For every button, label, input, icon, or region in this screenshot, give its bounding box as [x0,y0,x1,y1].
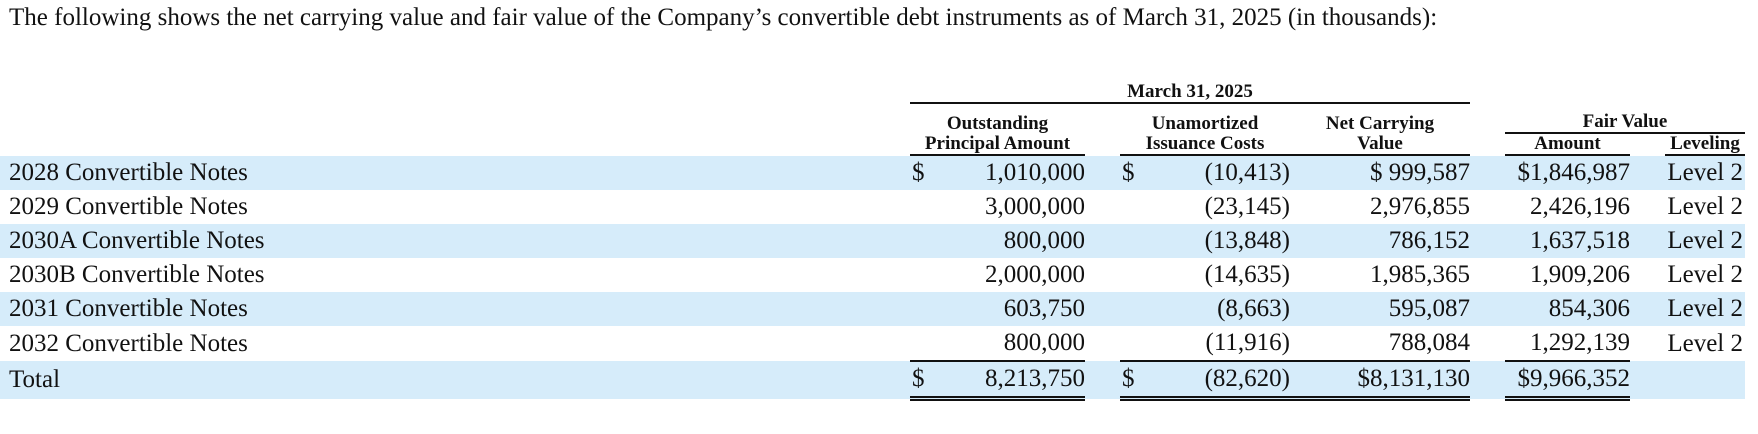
convertible-debt-table: March 31, 2025 Outstanding Principal Amo… [0,82,1745,401]
issuance-dollar-sign [1120,258,1150,292]
fair-value-amount: 1,909,206 [1530,261,1630,288]
header-principal-line1: Outstanding [946,113,1049,134]
fair-value-level: Level 2 [1667,329,1743,357]
fair-value-level: Level 2 [1667,193,1743,220]
table-row: 2031 Convertible Notes 603,750 (8,663) 5… [0,292,1745,326]
header-leveling: Leveling [1665,134,1745,156]
principal-dollar-sign: $ [910,156,940,190]
principal-dollar-sign [910,292,940,326]
issuance-costs: (23,145) [1204,193,1290,220]
principal-dollar-sign [910,224,940,258]
total-label: Total [0,361,910,399]
header-issuance-line1: Unamortized [1151,113,1259,134]
issuance-dollar-sign [1120,326,1150,362]
total-principal-amount: 8,213,750 [940,361,1085,401]
header-amount: Amount [1505,134,1630,156]
principal-dollar-sign [910,326,940,362]
row-label: 2030A Convertible Notes [0,224,910,258]
fair-value-amount: 854,306 [1505,292,1630,326]
net-carrying-value: 595,087 [1320,292,1470,326]
table-row: 2029 Convertible Notes 3,000,000 (23,145… [0,190,1745,224]
principal-amount: 1,010,000 [940,156,1085,190]
table-row: 2028 Convertible Notes $ 1,010,000 $ (10… [0,156,1745,190]
issuance-costs: (8,663) [1150,292,1290,326]
principal-dollar-sign [910,190,940,224]
total-issuance-costs: (82,620) [1150,361,1290,401]
header-issuance-line2: Issuance Costs [1120,134,1290,156]
issuance-dollar-sign [1120,190,1150,224]
fair-value-level: Level 2 [1667,261,1743,288]
table-row: 2030A Convertible Notes 800,000 (13,848)… [0,224,1745,258]
issuance-costs: (14,635) [1204,261,1290,288]
row-label: 2032 Convertible Notes [9,329,248,357]
header-row-date: March 31, 2025 [0,82,1745,106]
total-fair-value-amount: $9,966,352 [1505,361,1630,401]
total-row: Total $ 8,213,750 $ (82,620) $8,131,130 … [0,361,1745,401]
row-label: 2031 Convertible Notes [0,292,910,326]
total-principal-dollar-sign: $ [910,361,940,401]
total-fair-value-level [1665,361,1745,399]
fair-value-level: Level 2 [1665,156,1745,190]
row-label: 2028 Convertible Notes [0,156,910,190]
row-label: 2029 Convertible Notes [9,193,248,220]
row-label: 2030B Convertible Notes [9,261,265,288]
net-carrying-value: 2,976,855 [1370,193,1470,220]
principal-dollar-sign [910,258,940,292]
net-carrying-value: 786,152 [1320,224,1470,258]
fair-value-level: Level 2 [1665,292,1745,326]
fair-value-amount: $1,846,987 [1505,156,1630,190]
issuance-costs: (10,413) [1150,156,1290,190]
total-net-carrying-value: $8,131,130 [1320,361,1470,401]
table-row: 2032 Convertible Notes 800,000 (11,916) … [0,326,1745,362]
principal-amount: 3,000,000 [985,193,1085,220]
net-carrying-value: 788,084 [1320,326,1470,362]
intro-paragraph: The following shows the net carrying val… [9,4,1438,31]
header-principal-line2: Principal Amount [910,134,1085,156]
principal-amount: 800,000 [940,224,1085,258]
header-net-line1: Net Carrying [1325,113,1435,134]
header-net-line2: Value [1290,134,1470,156]
principal-amount: 603,750 [940,292,1085,326]
issuance-costs: (13,848) [1150,224,1290,258]
fair-value-level: Level 2 [1665,224,1745,258]
issuance-costs: (11,916) [1150,326,1290,362]
issuance-dollar-sign [1120,224,1150,258]
issuance-dollar-sign: $ [1120,156,1150,190]
header-fair-value: Fair Value [1505,112,1745,134]
principal-amount: 800,000 [940,326,1085,362]
table-row: 2030B Convertible Notes 2,000,000 (14,63… [0,258,1745,292]
issuance-dollar-sign [1120,292,1150,326]
header-row-columns: Outstanding Principal Amount Unamortized… [0,106,1745,156]
fair-value-amount: 1,292,139 [1505,326,1630,362]
net-carrying-value: 1,985,365 [1370,261,1470,288]
header-march-31-2025: March 31, 2025 [910,82,1470,104]
fair-value-amount: 2,426,196 [1530,193,1630,220]
total-issuance-dollar-sign: $ [1120,361,1150,401]
fair-value-amount: 1,637,518 [1505,224,1630,258]
net-carrying-value: $ 999,587 [1320,156,1470,190]
principal-amount: 2,000,000 [985,261,1085,288]
